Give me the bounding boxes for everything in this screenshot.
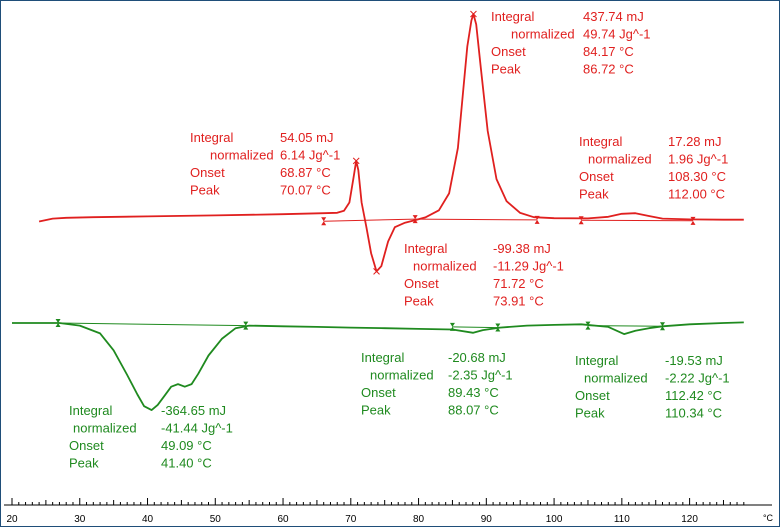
annotation-value: 41.40 °C (161, 456, 212, 471)
annotations: Integral 437.74 mJ normalized 49.74 Jg^-1 On… (69, 9, 730, 471)
annotation-label: Onset (579, 169, 614, 184)
annotation-label: Onset (69, 438, 104, 453)
annotation-label: Peak (361, 403, 391, 418)
annotation-block: Integral -364.65 mJ normalized -41.44 Jg^-1… (69, 403, 233, 471)
annotation-block: Integral 54.05 mJ normalized 6.14 Jg^-1 Onse… (190, 130, 340, 198)
annotation-label: Integral (404, 241, 447, 256)
annotation-value: -11.29 Jg^-1 (493, 259, 564, 274)
annotation-label: normalized (73, 421, 137, 436)
annotation-label: Onset (190, 165, 225, 180)
annotation-label: Integral (491, 9, 534, 24)
integration-baseline (452, 326, 498, 329)
annotation-value: 17.28 mJ (668, 134, 721, 149)
annotation-value: 112.00 °C (668, 187, 725, 202)
x-tick-label: 20 (6, 514, 18, 525)
annotation-label: Peak (579, 187, 609, 202)
x-tick-label: 60 (277, 514, 289, 525)
annotation-label: normalized (370, 368, 434, 383)
peak-marker (470, 10, 477, 18)
annotation-value: -19.53 mJ (665, 353, 723, 368)
annotation-label: Peak (69, 456, 99, 471)
x-tick-label: 110 (614, 514, 630, 525)
annotation-value: 89.43 °C (448, 385, 499, 400)
annotation-value: 1.96 Jg^-1 (668, 152, 728, 167)
integration-baseline (323, 218, 416, 222)
annotation-label: Peak (575, 406, 605, 421)
annotation-label: Onset (404, 276, 439, 291)
annotation-value: -2.22 Jg^-1 (665, 371, 730, 386)
annotation-value: 73.91 °C (493, 294, 544, 309)
peak-markers (352, 10, 477, 275)
x-tick-label: 50 (210, 514, 222, 525)
peak-marker (352, 157, 360, 165)
integration-baseline (581, 219, 694, 222)
peak-marker (373, 268, 380, 275)
annotation-value: 49.09 °C (161, 438, 212, 453)
annotation-value: 49.74 Jg^-1 (583, 27, 651, 42)
annotation-value: 54.05 mJ (280, 130, 333, 145)
annotation-value: -99.38 mJ (493, 241, 551, 256)
annotation-value: -2.35 Jg^-1 (448, 368, 513, 383)
annotation-value: 84.17 °C (583, 44, 634, 59)
x-tick-label: 90 (481, 514, 493, 525)
x-tick-label: 120 (681, 514, 698, 525)
annotation-label: Integral (190, 130, 233, 145)
annotation-value: 110.34 °C (665, 406, 722, 421)
x-tick-label: 70 (345, 514, 357, 525)
series (12, 13, 744, 411)
annotation-label: Peak (190, 183, 220, 198)
annotation-label: Integral (579, 134, 622, 149)
annotation-label: Onset (575, 388, 610, 403)
x-tick-label: 100 (546, 514, 563, 525)
integration-limit-marker (321, 217, 327, 226)
annotation-block: Integral 17.28 mJ normalized 1.96 Jg^-1 Onse… (579, 134, 728, 202)
x-axis: 20 30 40 50 60 70 80 90 100 110 120 °C (4, 498, 774, 525)
annotation-block: Integral -99.38 mJ normalized -11.29 Jg^-1 O… (404, 241, 564, 309)
annotation-label: Peak (404, 294, 434, 309)
integration-baseline (415, 218, 538, 221)
annotation-block: Integral -20.68 mJ normalized -2.35 Jg^-1 On… (361, 350, 513, 418)
x-tick-label: 30 (74, 514, 86, 525)
annotation-value: 6.14 Jg^-1 (280, 148, 340, 163)
annotation-value: -20.68 mJ (448, 350, 506, 365)
annotation-value: -364.65 mJ (161, 403, 226, 418)
annotation-label: normalized (413, 259, 477, 274)
integration-baseline (58, 322, 246, 327)
annotation-label: Integral (575, 353, 618, 368)
annotation-value: 68.87 °C (280, 165, 331, 180)
annotation-label: normalized (588, 152, 652, 167)
series-line-1 (38, 13, 744, 273)
annotation-value: 437.74 mJ (583, 9, 644, 24)
annotation-label: Onset (361, 385, 396, 400)
annotation-label: Onset (491, 44, 526, 59)
annotation-label: Integral (69, 403, 112, 418)
x-unit-label: °C (763, 513, 774, 523)
annotation-block: Integral 437.74 mJ normalized 49.74 Jg^-1 On… (491, 9, 651, 77)
annotation-value: -41.44 Jg^-1 (161, 421, 233, 436)
x-tick-label: 80 (413, 514, 425, 525)
annotation-label: Integral (361, 350, 404, 365)
annotation-value: 86.72 °C (583, 62, 634, 77)
annotation-label: normalized (210, 148, 274, 163)
baselines (55, 215, 696, 332)
annotation-label: Peak (491, 62, 521, 77)
annotation-label: normalized (584, 371, 648, 386)
annotation-value: 71.72 °C (493, 276, 544, 291)
x-tick-label: 40 (142, 514, 154, 525)
annotation-value: 88.07 °C (448, 403, 499, 418)
annotation-value: 112.42 °C (665, 388, 722, 403)
series-line-2 (12, 321, 744, 411)
annotation-value: 70.07 °C (280, 183, 331, 198)
annotation-label: normalized (511, 27, 575, 42)
annotation-value: 108.30 °C (668, 169, 726, 184)
annotation-block: Integral -19.53 mJ normalized -2.22 Jg^-1 On… (575, 353, 730, 421)
